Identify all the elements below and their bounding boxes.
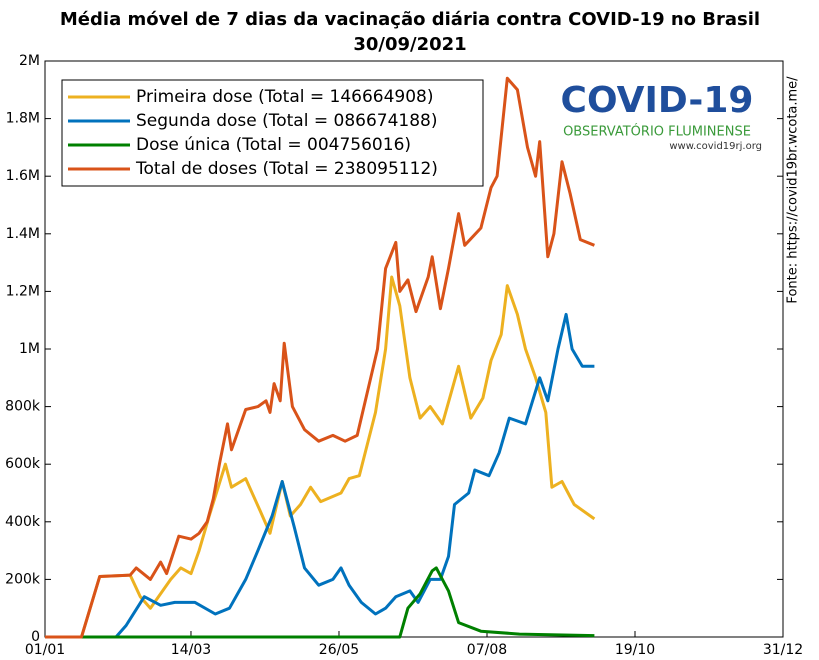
x-tick-label: 14/03 xyxy=(171,642,211,658)
logo-url: www.covid19rj.org xyxy=(669,141,762,152)
y-tick-label: 400k xyxy=(5,514,41,530)
legend-label: Total de doses (Total = 238095112) xyxy=(135,159,438,179)
legend-box xyxy=(61,79,484,187)
y-tick-label: 800k xyxy=(5,399,41,415)
y-tick-label: 200k xyxy=(5,571,41,587)
legend-label: Primeira dose (Total = 146664908) xyxy=(136,87,434,107)
logo-subtitle: OBSERVATÓRIO FLUMINENSE xyxy=(563,124,751,140)
y-tick-label: 1M xyxy=(19,341,40,357)
series-line xyxy=(45,275,596,639)
chart-subtitle: 30/09/2021 xyxy=(353,34,466,55)
chart-title: Média móvel de 7 dias da vacinação diári… xyxy=(60,9,760,30)
series-line xyxy=(45,76,595,639)
logo-title: COVID-19 xyxy=(561,80,754,121)
y-tick-label: 1.6M xyxy=(6,168,40,184)
y-tick-label: 2M xyxy=(19,53,40,69)
logo: COVID-19 OBSERVATÓRIO FLUMINENSE www.cov… xyxy=(561,80,762,152)
y-tick-label: 1.4M xyxy=(6,226,40,242)
legend-label: Dose única (Total = 004756016) xyxy=(136,135,411,155)
source-note: Fonte: https://covid19br.wcota.me/ xyxy=(786,76,801,304)
x-tick-label: 01/01 xyxy=(25,642,65,658)
y-tick-label: 0 xyxy=(31,629,40,645)
y-tick-label: 1.2M xyxy=(6,283,40,299)
x-tick-label: 26/05 xyxy=(319,642,359,658)
y-tick-label: 600k xyxy=(5,456,41,472)
x-tick-label: 07/08 xyxy=(467,642,507,658)
x-tick-label: 19/10 xyxy=(615,642,655,658)
x-tick-label: 31/12 xyxy=(763,642,803,658)
y-tick-label: 1.8M xyxy=(6,111,40,127)
legend: Primeira dose (Total = 146664908) Segunda… xyxy=(61,79,484,187)
legend-label: Segunda dose (Total = 086674188) xyxy=(136,111,437,131)
series-line xyxy=(45,312,595,639)
series-line xyxy=(45,566,595,639)
